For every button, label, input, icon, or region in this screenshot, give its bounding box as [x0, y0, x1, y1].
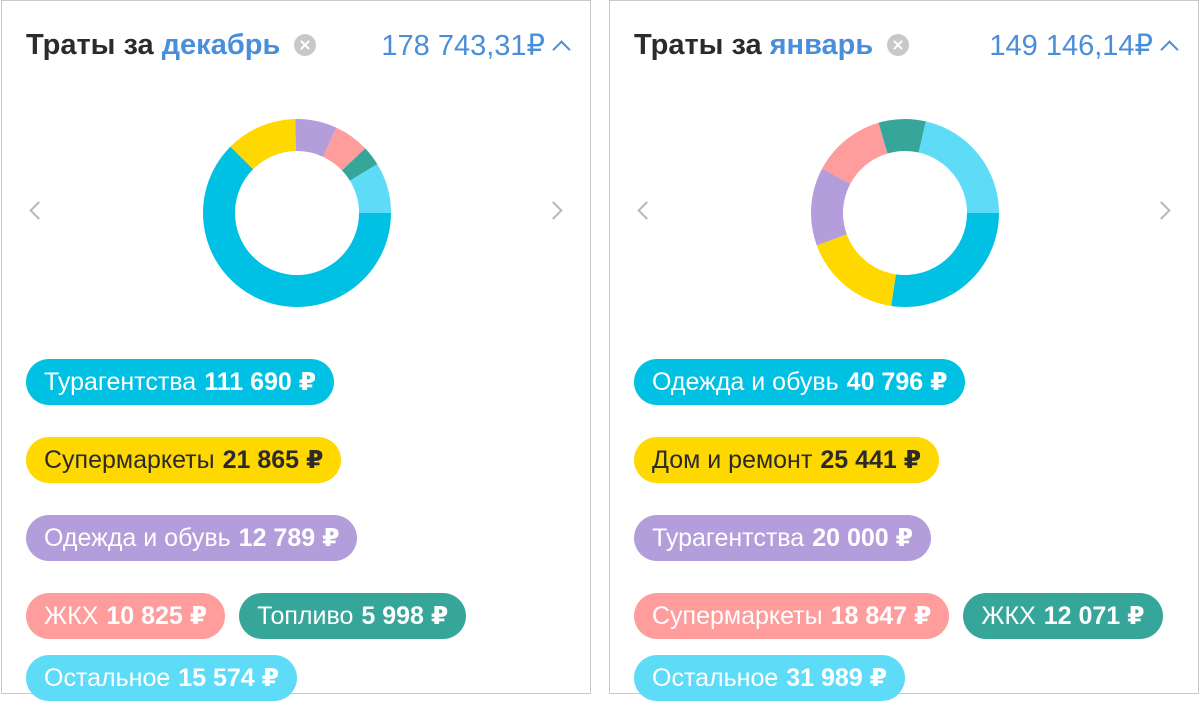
category-chip[interactable]: Турагентства 20 000 ₽ — [634, 515, 932, 561]
close-circle-icon[interactable] — [887, 34, 910, 56]
category-chip-label: Турагентства — [652, 523, 805, 552]
spending-card-december: Траты за декабрь 178 743,31₽ Турагентств… — [1, 0, 591, 701]
month-selector[interactable]: январь — [769, 28, 874, 61]
card-header: Траты за декабрь 178 743,31₽ — [26, 25, 571, 65]
close-circle-icon[interactable] — [294, 34, 317, 56]
donut-segment[interactable] — [349, 164, 391, 213]
chevron-up-icon[interactable] — [1160, 39, 1179, 59]
category-chip-amount: 111 690 ₽ — [204, 368, 317, 396]
card-header: Траты за январь 149 146,14₽ — [634, 25, 1179, 65]
category-chip-label: Остальное — [44, 663, 171, 692]
donut-svg — [811, 119, 999, 307]
category-chip-label: ЖКХ — [44, 601, 99, 630]
category-chip-amount: 5 998 ₽ — [361, 602, 449, 630]
chevron-left-icon[interactable] — [29, 201, 48, 220]
donut-segment[interactable] — [230, 119, 296, 170]
category-chips: Турагентства 111 690 ₽ Супермаркеты 21 865 … — [26, 359, 570, 701]
category-chip-amount: 12 071 ₽ — [1043, 602, 1145, 630]
category-chip[interactable]: Одежда и обувь 40 796 ₽ — [634, 359, 966, 405]
category-chip-amount: 21 865 ₽ — [222, 446, 324, 474]
category-chip-amount: 15 574 ₽ — [178, 664, 280, 692]
donut-segment[interactable] — [878, 119, 926, 154]
category-chip-amount: 10 825 ₽ — [106, 602, 208, 630]
category-chip-amount: 25 441 ₽ — [820, 446, 922, 474]
spending-card-january: Траты за январь 149 146,14₽ Одежда и обу… — [609, 0, 1199, 701]
category-chip[interactable]: Супермаркеты 21 865 ₽ — [26, 437, 342, 483]
category-chips: Одежда и обувь 40 796 ₽ Дом и ремонт 25 441… — [634, 359, 1178, 701]
category-chip-label: Супермаркеты — [652, 601, 823, 630]
chevron-right-icon[interactable] — [1152, 201, 1171, 220]
category-chip[interactable]: Дом и ремонт 25 441 ₽ — [634, 437, 940, 483]
category-chip-label: Одежда и обувь — [44, 523, 231, 552]
category-chip[interactable]: Остальное 31 989 ₽ — [634, 655, 906, 701]
category-chip[interactable]: Остальное 15 574 ₽ — [26, 655, 298, 701]
card-title: Траты за — [26, 28, 154, 61]
category-chip-label: Топливо — [257, 601, 354, 630]
category-chip-label: ЖКХ — [981, 601, 1036, 630]
total-amount[interactable]: 178 743,31₽ — [381, 29, 545, 62]
donut-segment[interactable] — [816, 234, 896, 306]
donut-segment[interactable] — [295, 119, 337, 157]
category-chip[interactable]: ЖКХ 12 071 ₽ — [963, 593, 1163, 639]
category-chip-amount: 18 847 ₽ — [830, 602, 932, 630]
donut-segment[interactable] — [822, 122, 888, 184]
chevron-right-icon[interactable] — [544, 201, 563, 220]
category-chip[interactable]: Одежда и обувь 12 789 ₽ — [26, 515, 358, 561]
donut-segment[interactable] — [322, 127, 366, 171]
category-chip-amount: 12 789 ₽ — [238, 524, 340, 552]
category-chip-label: Одежда и обувь — [652, 367, 839, 396]
donut-chart — [808, 116, 1002, 310]
category-chip[interactable]: Топливо 5 998 ₽ — [239, 593, 467, 639]
category-chip-label: Дом и ремонт — [652, 445, 813, 474]
category-chip[interactable]: Супермаркеты 18 847 ₽ — [634, 593, 950, 639]
donut-chart — [200, 116, 394, 310]
donut-segment[interactable] — [342, 148, 378, 181]
category-chip-amount: 31 989 ₽ — [786, 664, 888, 692]
donut-segment[interactable] — [918, 121, 999, 213]
donut-segment[interactable] — [811, 168, 851, 246]
donut-segment[interactable] — [891, 213, 999, 307]
category-chip[interactable]: ЖКХ 10 825 ₽ — [26, 593, 226, 639]
card-title: Траты за — [634, 28, 762, 61]
total-amount[interactable]: 149 146,14₽ — [989, 29, 1153, 62]
category-chip-amount: 40 796 ₽ — [846, 368, 948, 396]
category-chip-label: Остальное — [652, 663, 779, 692]
category-chip[interactable]: Турагентства 111 690 ₽ — [26, 359, 335, 405]
month-selector[interactable]: декабрь — [161, 28, 281, 61]
category-chip-label: Супермаркеты — [44, 445, 215, 474]
donut-segment[interactable] — [202, 146, 391, 307]
chevron-left-icon[interactable] — [637, 201, 656, 220]
donut-svg — [202, 119, 391, 307]
category-chip-label: Турагентства — [44, 367, 197, 396]
chevron-up-icon[interactable] — [552, 39, 571, 59]
category-chip-amount: 20 000 ₽ — [812, 524, 914, 552]
